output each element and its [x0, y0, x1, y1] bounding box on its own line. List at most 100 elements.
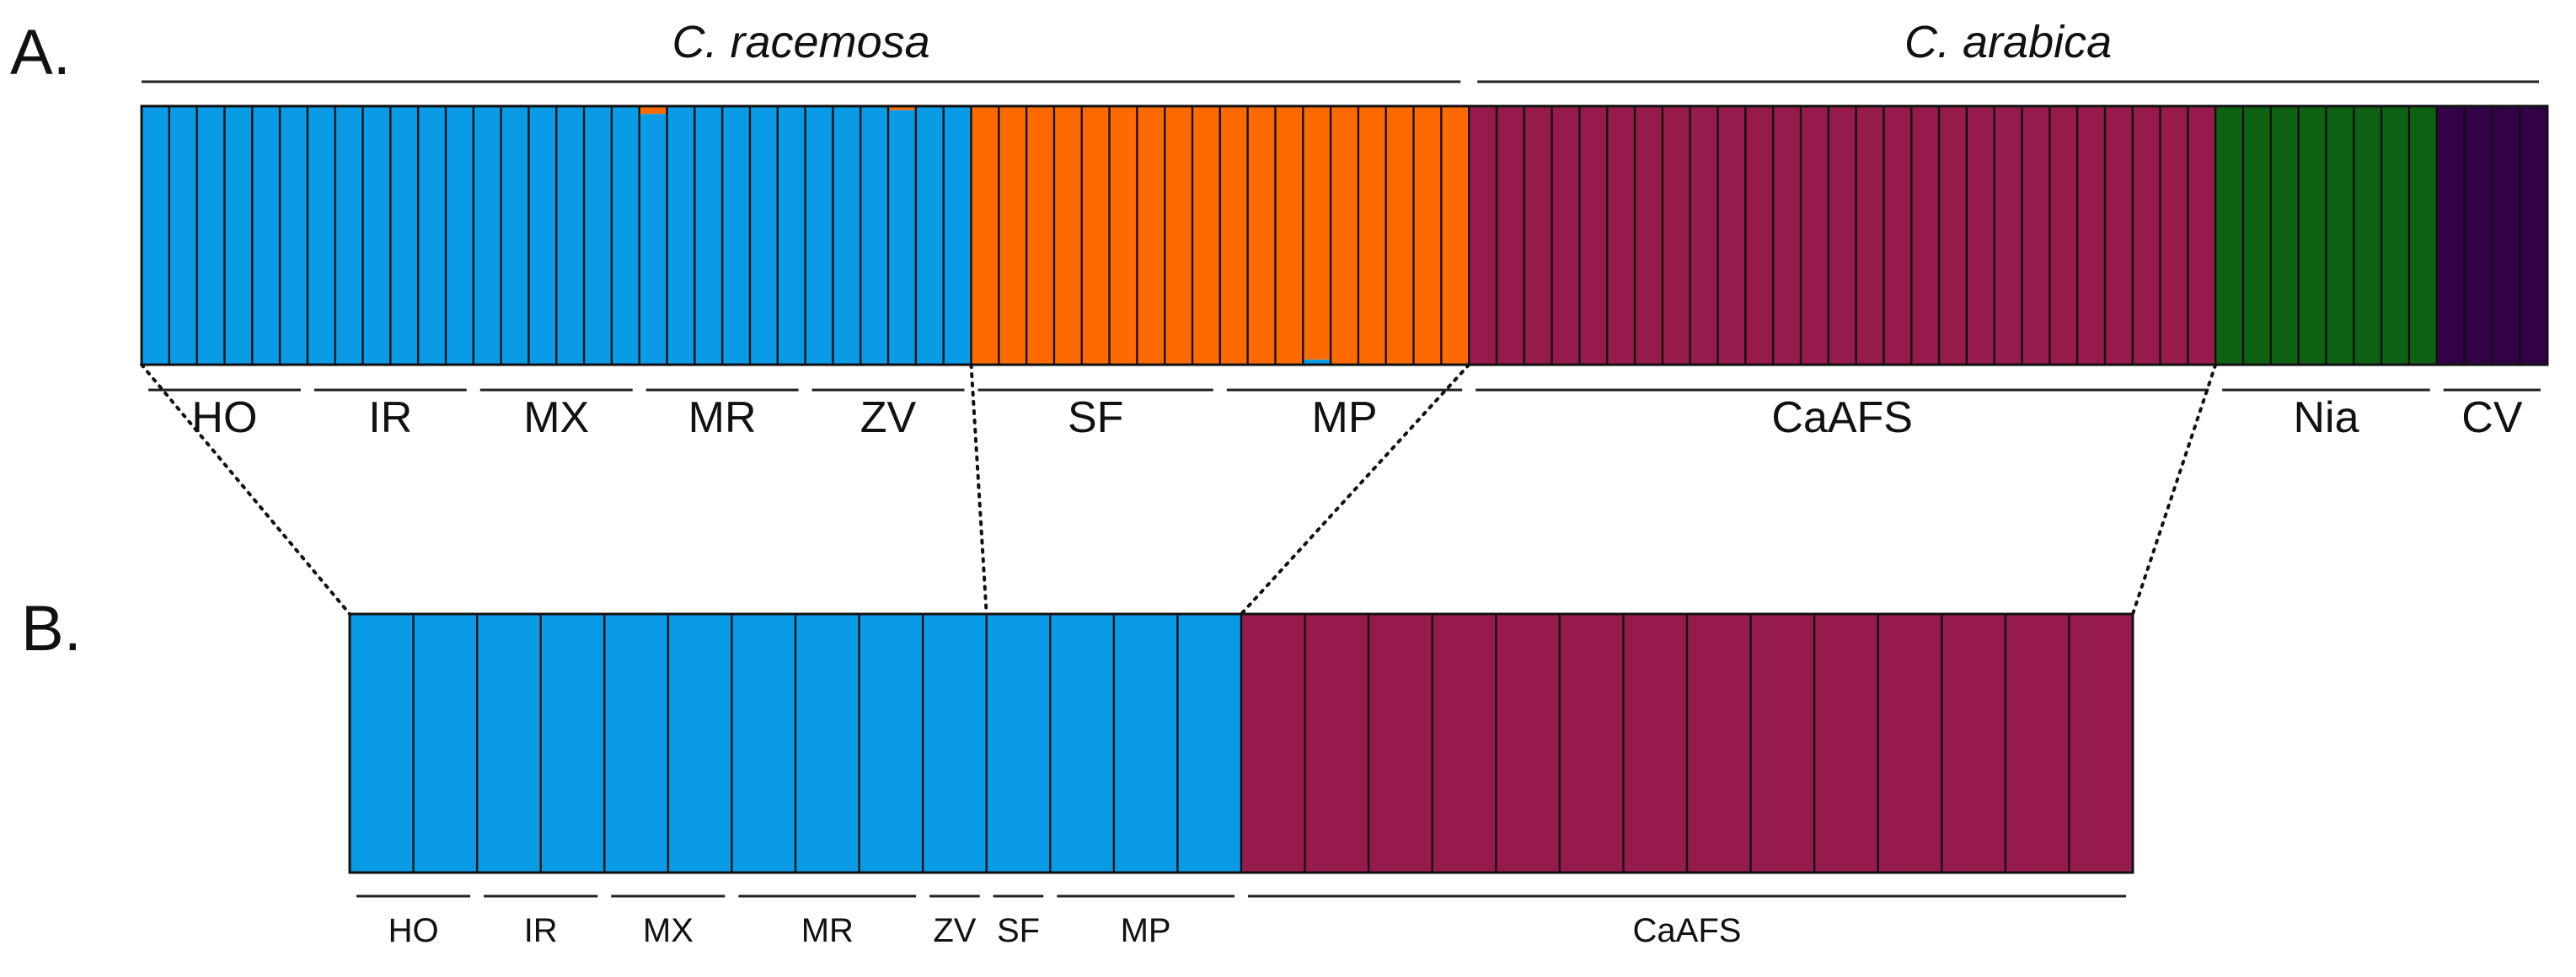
- panel-b-individual-bar: [1368, 614, 1433, 873]
- panel-b-cluster-segment: [1623, 614, 1688, 873]
- panel-a-cluster-segment: [2520, 106, 2548, 365]
- panel-a-individual-bar: [722, 106, 751, 365]
- panel-a-individual-bar: [1385, 106, 1415, 365]
- panel-b-cluster-segment: [1368, 614, 1433, 873]
- panel-a-individual-bar: [169, 106, 198, 365]
- panel-b-cluster-segment: [350, 614, 415, 873]
- panel-a-cluster-segment: [2104, 106, 2134, 365]
- panel-b-cluster-segment: [1113, 614, 1179, 873]
- panel-a-individual-bar: [2243, 106, 2272, 365]
- panel-b-population-label: MR: [801, 912, 854, 949]
- panel-b-individual-bar: [1241, 614, 1306, 873]
- panel-a-individual-bar: [1219, 106, 1249, 365]
- panel-a-individual-bar: [667, 106, 695, 365]
- panel-b-individual-bar: [1050, 614, 1115, 873]
- panel-b-individual-bar: [413, 614, 478, 873]
- panel-a-individual-bar: [1994, 106, 2023, 365]
- panel-b-individual-bar: [923, 614, 988, 873]
- panel-a-individual-bar: [2298, 106, 2327, 365]
- panel-a-individual-bar: [694, 106, 723, 365]
- panel-b-individual-bar: [477, 614, 542, 873]
- panel-b-population-label: HO: [388, 912, 439, 949]
- panel-a-individual-bar: [1441, 106, 1470, 365]
- panel-a-cluster-segment: [694, 106, 723, 365]
- panel-a-cluster-segment: [1939, 106, 1968, 365]
- panel-a-cluster-segment: [142, 106, 170, 365]
- species-label: C. racemosa: [672, 17, 930, 67]
- panel-a-cluster-segment: [390, 106, 419, 365]
- zoom-connector-lines: [140, 363, 2218, 616]
- zoom-connector: [1240, 363, 1471, 616]
- panel-a-individual-bar: [1137, 106, 1165, 365]
- panel-a-cluster-segment: [196, 106, 226, 365]
- panel-b-cluster-segment: [1750, 614, 1815, 873]
- panel-a-cluster-segment: [943, 106, 972, 365]
- panel-a-individual-bar: [362, 106, 391, 365]
- species-brackets: C. racemosa C. arabica: [142, 17, 2539, 83]
- panel-a-individual-bar: [1607, 106, 1636, 365]
- panel-a-cluster-segment: [2132, 106, 2161, 365]
- panel-a-individual-bar: [971, 106, 999, 365]
- panel-b-cluster-segment: [1432, 614, 1497, 873]
- panel-a-individual-bar: [501, 106, 530, 365]
- panel-a-cluster-segment: [307, 106, 336, 365]
- panel-a-individual-bar: [1856, 106, 1885, 365]
- panel-a-individual-bar: [1275, 106, 1304, 365]
- panel-a-cluster-segment: [1137, 106, 1165, 365]
- panel-a-individual-bar: [1662, 106, 1691, 365]
- panel-a-individual-bar: [1690, 106, 1719, 365]
- panel-b-cluster-segment: [923, 614, 988, 873]
- panel-a-individual-bar: [915, 106, 945, 365]
- panel-a-individual-bar: [1026, 106, 1055, 365]
- panel-b-individual-bar: [1814, 614, 1879, 873]
- panel-a-individual-bar: [943, 106, 972, 365]
- panel-a-cluster-segment: [280, 106, 308, 365]
- panel-a-cluster-segment: [915, 106, 945, 365]
- panel-b-individual-bar: [1496, 614, 1561, 873]
- panel-a-individual-bar: [833, 106, 861, 365]
- panel-b-population-label: ZV: [933, 912, 976, 949]
- panel-b-cluster-segment: [1877, 614, 1942, 873]
- panel-b-population-label: MX: [643, 912, 694, 949]
- panel-a-plot-frame: [140, 104, 2549, 366]
- panel-a-population-label: CV: [2461, 393, 2523, 442]
- panel-a-cluster-segment: [639, 106, 668, 115]
- panel-a-cluster-segment: [1966, 106, 1995, 365]
- panel-a-individual-bar: [2188, 106, 2216, 365]
- panel-a-cluster-segment: [2354, 106, 2382, 365]
- panel-a-cluster-segment: [805, 106, 834, 365]
- panel-a-cluster-segment: [888, 109, 917, 366]
- panel-a-cluster-segment: [1053, 106, 1083, 365]
- panel-a-individual-bar: [2381, 106, 2410, 365]
- panel-b-cluster-segment: [731, 614, 796, 873]
- panel-a-individual-bar: [1496, 106, 1525, 365]
- panel-a-bars: [140, 104, 2549, 366]
- panel-a-cluster-segment: [1441, 106, 1470, 365]
- panel-a-individual-bar: [2077, 106, 2106, 365]
- panel-a-cluster-segment: [999, 106, 1027, 365]
- panel-b-individual-bar: [1877, 614, 1942, 873]
- panel-a-individual-bar: [1717, 106, 1746, 365]
- panel-b-individual-bar: [350, 614, 415, 873]
- panel-a-individual-bar: [2436, 106, 2466, 365]
- panel-a-cluster-segment: [1579, 106, 1608, 365]
- panel-a-cluster-segment: [2049, 106, 2078, 365]
- panel-a-individual-bar: [473, 106, 502, 365]
- panel-a-cluster-segment: [2243, 106, 2272, 365]
- panel-a-cluster-segment: [1026, 106, 1055, 365]
- panel-b-cluster-segment: [1050, 614, 1115, 873]
- panel-a-cluster-segment: [418, 106, 447, 365]
- panel-a-individual-bar: [307, 106, 336, 365]
- panel-a-cluster-segment: [2188, 106, 2216, 365]
- panel-a-individual-bar: [280, 106, 308, 365]
- panel-a-cluster-segment: [2215, 106, 2244, 365]
- panel-b-individual-bar: [1623, 614, 1688, 873]
- panel-a-cluster-segment: [1303, 106, 1331, 360]
- panel-b-cluster-segment: [1496, 614, 1561, 873]
- panel-a-individual-bar: [2215, 106, 2244, 365]
- panel-a-individual-bar: [196, 106, 226, 365]
- panel-a-individual-bar: [1192, 106, 1221, 365]
- panel-a-individual-bar: [805, 106, 834, 365]
- zoom-connector: [140, 363, 351, 616]
- panel-a-individual-bar: [1551, 106, 1581, 365]
